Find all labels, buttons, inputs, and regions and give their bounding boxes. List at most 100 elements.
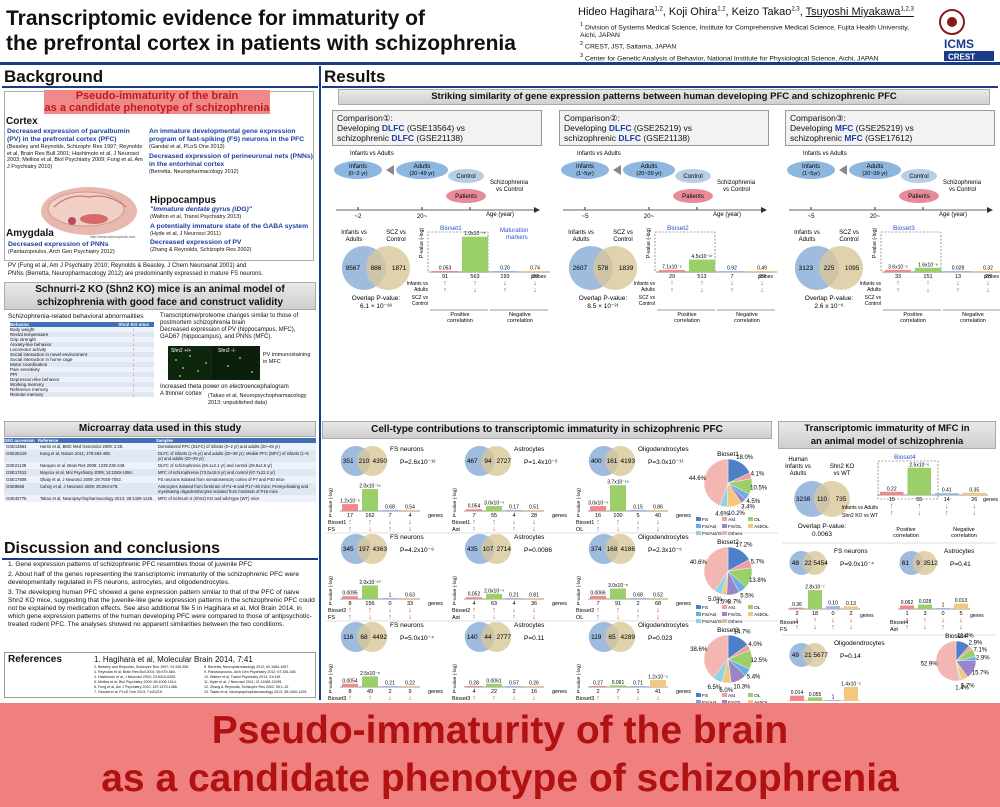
discussion-item-1: 1. Gene expression patterns of schizophr… — [8, 561, 253, 568]
behavior-arrow: ↓ — [132, 337, 135, 342]
behavior-arrow: ↓ — [132, 377, 135, 382]
microarray-cell: GSE17806 — [6, 477, 27, 482]
figure-text: correlation — [507, 318, 533, 324]
gene-count: 4 — [472, 601, 475, 607]
gene-count: 513 — [697, 274, 706, 280]
figure-shape — [80, 214, 108, 224]
figure-text: P=9.0x10⁻⁴ — [840, 561, 874, 568]
pvalue-bar — [590, 686, 606, 687]
microarray-cell: GSE21138 — [6, 463, 27, 468]
arrow-up-icon: ↑ — [492, 519, 496, 526]
pvalue-label: 0.13 — [846, 601, 856, 607]
arrow-up-icon: ↑ — [472, 695, 476, 702]
pvalue-label: 1.2x10⁻⁵ — [340, 499, 360, 505]
gene-count: 63 — [491, 601, 497, 607]
legend-swatch — [696, 693, 701, 697]
pie-title: Bioset2 — [717, 539, 739, 546]
legend-label: Ast/OL — [754, 524, 769, 530]
legend-label: FS/OL — [728, 700, 742, 703]
pie-label: 38.6% — [690, 647, 708, 653]
figure-text: P=0.0086 — [524, 547, 552, 554]
venn-left-count: 49 — [792, 652, 800, 659]
references-box — [4, 652, 316, 698]
pie-label: 5.0% — [708, 597, 722, 603]
pvalue-label: 0.71 — [633, 681, 643, 687]
b4-Ast: 61 9 3512AstrocytesP=0.410.0621↑↑0.0283↑↓1… — [890, 548, 984, 633]
pvalue-bar — [466, 686, 482, 687]
reference-item: 12. Zhang & Reynolds, Schizophr Res 2002… — [204, 685, 290, 689]
gene-count: 22 — [491, 689, 497, 695]
reference-item: 2. Beasley and Reynolds, Schizophr Res 1… — [94, 665, 190, 669]
venn-overlap-count: 110 — [817, 496, 828, 503]
figure-text: Shn2 KO — [830, 464, 855, 470]
figure-text: Adults — [867, 287, 881, 293]
figure-text: P=0.41 — [950, 561, 971, 568]
figure-text: correlation — [900, 318, 926, 324]
reference-item: 5. Mellios et al, Biol Psychiatry 2009; … — [94, 680, 177, 684]
arrow-up-icon: ↑ — [472, 607, 476, 614]
pv-label: PV immunostaining in MFC — [263, 352, 311, 365]
figure-shape — [939, 9, 965, 35]
figure-text: P=3.0x10⁻¹¹ — [648, 459, 684, 466]
behavior-name: Social interaction in novel environment — [10, 352, 88, 357]
arrow-icon: ↑ — [388, 614, 392, 621]
pink-header: Pseudo-immaturity of the brain as a candi… — [44, 90, 270, 114]
figure-text: Control — [456, 174, 475, 180]
ref-th: Reference — [38, 438, 59, 443]
animal-heading: Transcriptomic immaturity of MFC in an an… — [778, 421, 996, 449]
pvalue-bar — [880, 491, 904, 495]
microarray-cell: MFC of Schnurri-2 (Shn2) KO and wild-typ… — [158, 496, 260, 501]
legend-label: FS — [702, 605, 708, 611]
figure-text: 8.5 × 10⁻²¹ — [587, 303, 619, 310]
arrow-icon: ↓ — [926, 287, 930, 294]
shn2-bullet-1: Schizophrenia-related behavioral abnorma… — [8, 313, 144, 320]
legend-label: Ast — [728, 605, 736, 611]
legend-swatch — [696, 700, 701, 703]
pvalue-bar — [808, 590, 822, 609]
arrow-icon: ↓ — [973, 510, 977, 517]
venn-right-count: 2727 — [497, 458, 512, 465]
venn-overlap-count: 578 — [598, 265, 609, 272]
figure-text: Positive — [677, 312, 696, 318]
figure-text: Bioset2 — [576, 608, 594, 614]
behavior-arrow: ↑ — [132, 347, 135, 352]
arrow-icon: ↓ — [492, 614, 496, 621]
arrow-icon: ↑ — [956, 287, 960, 294]
figure-text: Positive — [903, 312, 922, 318]
arrow-up-icon: ↓ — [503, 280, 507, 287]
figure-text: SCZ vs — [639, 295, 656, 301]
figure-text: FS neurons — [390, 622, 424, 629]
behavior-arrow: ↓ — [132, 352, 135, 357]
gene-count: 55 — [916, 497, 922, 503]
venn-overlap-count: 161 — [607, 458, 618, 465]
control-ellipse — [901, 169, 937, 183]
figure-text: OL — [576, 527, 583, 533]
figure-text: 20~ — [417, 214, 428, 220]
gene-count: 7 — [730, 274, 733, 280]
gene-count: 9 — [408, 689, 411, 695]
cortex-ref-1: (Beasley and Reynolds, Schizophr Res 199… — [7, 144, 143, 170]
figure-shape — [68, 217, 76, 225]
arrow-icon: ↑ — [472, 614, 476, 621]
arrow-icon: ↑ — [831, 624, 835, 631]
pvalue-bar — [790, 607, 804, 609]
microarray-cell: Kang et al, Nature 2011; 478:483-489. — [40, 451, 111, 456]
pvalue-label: 0.014 — [791, 690, 804, 696]
arrow-up-icon: ↑ — [443, 280, 447, 287]
behavior-row: Pain sensitivity ↑ — [10, 367, 154, 372]
pvalue-label: 0.013 — [955, 598, 968, 604]
pvalue-label: 1.4x10⁻⁵ — [841, 681, 861, 687]
arrow-icon: ↑ — [348, 702, 352, 703]
pvalue-bar — [590, 595, 606, 599]
figure-text: Adults — [799, 237, 816, 243]
pvalue-bar — [486, 683, 502, 687]
pvalue-bar — [342, 683, 358, 687]
pvalue-bar — [342, 504, 358, 511]
pvalue-label: 0.17 — [509, 504, 519, 510]
banner-line-2: as a candidate phenotype of schizophreni… — [101, 757, 899, 800]
pvalue-label: 0.49 — [757, 266, 767, 272]
legend-label: FS — [702, 693, 708, 699]
pie-slice — [703, 546, 729, 592]
